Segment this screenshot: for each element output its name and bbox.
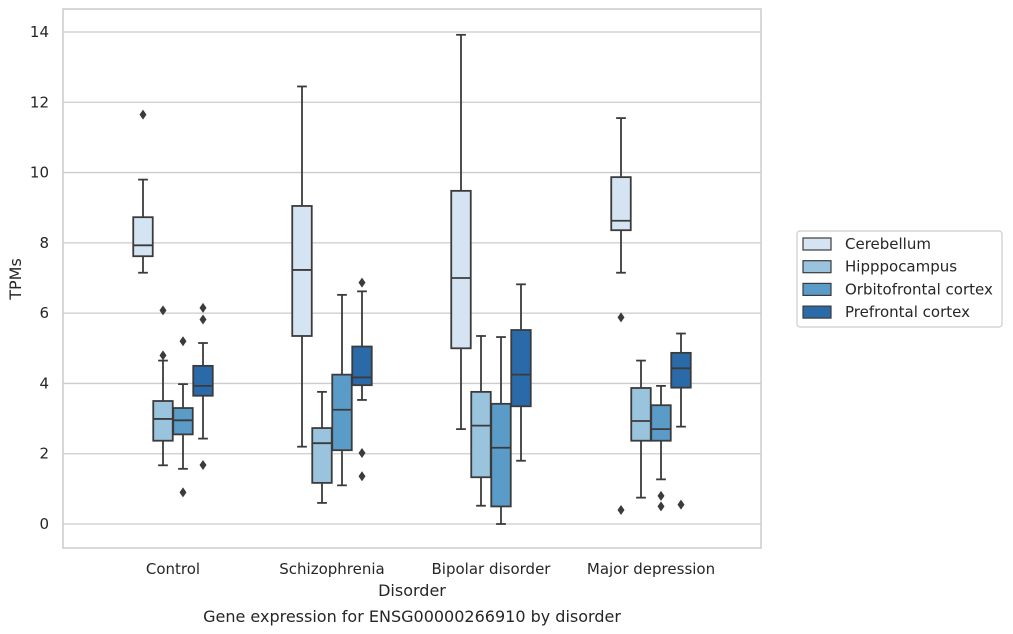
outlier-point — [199, 302, 207, 313]
y-tick-label: 12 — [30, 93, 49, 111]
outlier-point — [199, 459, 207, 470]
outlier-point — [358, 448, 366, 459]
box-iqr — [311, 427, 333, 484]
box-hipppocampus — [152, 305, 174, 467]
box-hipppocampus — [470, 335, 492, 507]
box-iqr — [192, 364, 214, 397]
outlier-point — [617, 312, 625, 323]
legend-swatch — [802, 260, 832, 274]
y-tick-label: 2 — [39, 445, 49, 463]
legend-label: Hipppocampus — [845, 258, 957, 276]
y-tick-label: 4 — [39, 374, 49, 392]
box-iqr — [132, 216, 154, 258]
x-axis-title: Disorder — [378, 581, 446, 600]
box-iqr — [470, 390, 492, 479]
outlier-point — [677, 499, 685, 510]
box-hipppocampus — [311, 390, 333, 504]
x-tick-label: Schizophrenia — [279, 560, 384, 578]
outlier-point — [159, 305, 167, 316]
box-orbitofrontal-cortex — [331, 293, 353, 487]
box-plots — [132, 33, 692, 525]
box-iqr — [670, 351, 692, 389]
plot-area-frame — [62, 8, 762, 549]
legend-swatch — [802, 237, 832, 251]
box-prefrontal-cortex — [670, 332, 692, 510]
box-iqr — [450, 189, 472, 350]
outlier-point — [657, 490, 665, 501]
box-cerebellum — [132, 109, 154, 274]
y-axis-ticks: 0 2 4 6 8 10 12 14 — [30, 23, 49, 533]
box-cerebellum — [450, 33, 472, 431]
box-hipppocampus — [630, 359, 652, 499]
legend-swatch — [802, 282, 832, 296]
box-iqr — [650, 404, 672, 442]
legend-swatch — [802, 305, 832, 319]
x-axis-ticks: Control Schizophrenia Bipolar disorder Majo… — [146, 560, 715, 578]
outlier-point — [617, 504, 625, 515]
box-iqr — [331, 373, 353, 452]
box-cerebellum — [610, 117, 632, 515]
legend: Cerebellum Hipppocampus Orbitofrontal cort… — [796, 230, 1003, 328]
box-prefrontal-cortex — [192, 302, 214, 470]
box-orbitofrontal-cortex — [650, 384, 672, 512]
outlier-point — [179, 336, 187, 347]
outlier-point — [139, 109, 147, 120]
outlier-point — [657, 501, 665, 512]
outlier-point — [358, 471, 366, 482]
y-axis-title: TPMs — [6, 258, 25, 301]
y-tick-label: 6 — [39, 304, 49, 322]
legend-frame — [796, 230, 1003, 328]
box-iqr — [630, 387, 652, 442]
box-iqr — [291, 205, 313, 337]
box-iqr — [152, 400, 174, 442]
box-iqr — [490, 402, 512, 508]
x-tick-label: Bipolar disorder — [432, 560, 552, 578]
chart-caption: Gene expression for ENSG00000266910 by d… — [203, 607, 621, 626]
box-iqr — [610, 176, 632, 232]
grid-lines — [63, 31, 761, 525]
box-prefrontal-cortex — [351, 277, 373, 482]
y-tick-label: 8 — [39, 234, 49, 252]
y-tick-label: 14 — [30, 23, 49, 41]
box-prefrontal-cortex — [510, 283, 532, 462]
outlier-point — [358, 277, 366, 288]
legend-label: Prefrontal cortex — [845, 303, 970, 321]
legend-label: Cerebellum — [845, 235, 931, 253]
x-tick-label: Major depression — [587, 560, 715, 578]
box-orbitofrontal-cortex — [490, 336, 512, 525]
outlier-point — [179, 487, 187, 498]
box-cerebellum — [291, 85, 313, 448]
y-tick-label: 10 — [30, 164, 49, 182]
outlier-point — [159, 350, 167, 361]
y-tick-label: 0 — [39, 515, 49, 533]
x-tick-label: Control — [146, 560, 200, 578]
legend-label: Orbitofrontal cortex — [845, 280, 993, 298]
box-iqr — [351, 345, 373, 387]
box-iqr — [510, 329, 532, 408]
box-orbitofrontal-cortex — [172, 336, 194, 498]
outlier-point — [199, 314, 207, 325]
